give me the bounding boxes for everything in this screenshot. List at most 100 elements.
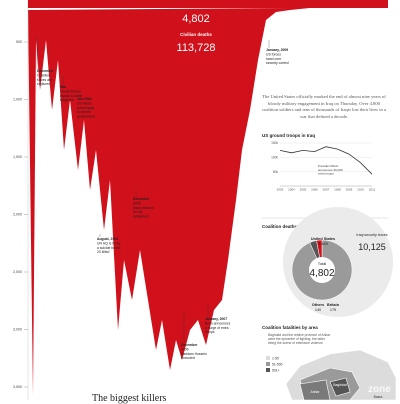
annotation-line: government (77, 115, 95, 119)
y-axis: 500 1,000 1,500 2,000 2,500 3,000 3,500 (13, 0, 29, 400)
annotation-line: executed (181, 356, 195, 360)
y-tick-label: 500 (16, 40, 22, 44)
anbar-region (299, 379, 331, 400)
pie-britain-value: 179 (330, 308, 336, 312)
intro-paragraph: The United States officially marked the … (262, 94, 387, 119)
troops-x-tick: 2004 (288, 188, 295, 192)
troops-x-tick: 2011 (369, 188, 376, 192)
annotation-line: Bush announces (205, 321, 231, 325)
legend-swatch-mid (266, 362, 270, 366)
troops-x-tick: 2007 (323, 188, 330, 192)
annotation-line: 2006 (181, 347, 189, 351)
coalition-deaths-total: 4,802 (182, 13, 210, 25)
y-tick-label: 2,000 (13, 213, 22, 217)
annotation-line: US-led forces (60, 89, 81, 93)
troops-x-axis: 2003 2004 2005 2006 2007 2008 2009 2010 2011 (277, 188, 376, 192)
pie-center (309, 257, 335, 283)
iraqi-forces-label: Iraqi security forces (356, 233, 387, 237)
annotation-line: Iraq's election (133, 206, 154, 210)
annotation-line: August, 2003 (97, 237, 118, 241)
pie-britain-label: Britain (327, 303, 340, 307)
map-note-line: were the epicentre of fighting, the latt… (268, 337, 326, 341)
annotation-line: December (37, 69, 54, 73)
annotation-line: December (181, 343, 198, 347)
annotation-line: parliament (133, 215, 149, 219)
annotation-line: a suicide bomb; (97, 246, 121, 250)
map-legend: 1-50 51-500 501+ (266, 356, 283, 373)
troops-note-line: extra troops (318, 172, 334, 176)
baghdad-region (329, 377, 351, 397)
annotation-line: Mar (60, 85, 67, 89)
y-tick-label: 3,000 (13, 328, 22, 332)
us-troops-chart: US ground troops in Iraq 150k 100k 50k 200… (262, 133, 376, 192)
annotation-line: a surge of extra (205, 326, 229, 330)
annotation-line: 2005 (133, 201, 141, 205)
pie-title: Coalition deaths (262, 224, 297, 229)
annotation-line: 20 killed (97, 250, 110, 254)
annotation-line: troops (205, 330, 215, 334)
troops-x-tick: 2009 (346, 188, 353, 192)
y-tick-label: 1,000 (13, 98, 22, 102)
annotation-line: UN HQ is hit by (97, 241, 121, 245)
y-tick-label: 3,500 (13, 385, 22, 389)
annotation-line: Jun 2004 (77, 97, 92, 101)
troops-x-tick: 2008 (334, 188, 341, 192)
troops-note-line: announces 30,000 (318, 168, 343, 172)
troops-x-tick: 2005 (300, 188, 307, 192)
annotation-line: December (133, 197, 150, 201)
troops-y-tick: 150k (271, 141, 278, 145)
map-label-anbar: Anbar (310, 390, 320, 394)
troops-note-line: President Bush (318, 164, 339, 168)
y-tick-label: 1,500 (13, 155, 22, 159)
annotation-line: US hands (77, 101, 92, 105)
troops-x-tick: 2010 (357, 188, 364, 192)
watermark: zone (368, 384, 391, 395)
annotation-line: hand over (266, 57, 282, 61)
troops-x-tick: 2003 (277, 188, 284, 192)
map-label-baghdad: Baghdad (333, 383, 347, 387)
annotation-line: to interim (77, 110, 91, 114)
annotation-line: January, 2007 (205, 317, 227, 321)
map-title: Coalition fatalities by area (262, 325, 318, 330)
annotation-line: security control (266, 61, 289, 65)
civilian-deaths-label: Civilian deaths (180, 32, 212, 37)
pie-others-label: Others (312, 303, 324, 307)
map-note-line: Baghdad and the restive province of Anba… (268, 333, 331, 337)
troops-y-tick: 50k (273, 170, 279, 174)
map-note-line: being the scene of extensive violence (268, 341, 323, 345)
fatalities-map: Coalition fatalities by area Baghdad and… (262, 325, 397, 400)
annotation-line: Saddam Hussein (181, 352, 207, 356)
annotation-line: captured (37, 82, 50, 86)
deaths-area (28, 0, 388, 395)
annotation-line: US forces (266, 52, 281, 56)
map-note: Baghdad and the restive province of Anba… (268, 333, 331, 345)
legend-label-high: 501+ (272, 369, 280, 373)
legend-label-mid: 51-500 (272, 363, 283, 367)
legend-label-low: 1-50 (272, 357, 279, 361)
pie-center-value: 4,802 (309, 268, 334, 279)
iraqi-forces-value: 10,125 (358, 242, 386, 252)
annotation-line: Baghdad (60, 98, 74, 102)
bleeding-area-chart: 500 1,000 1,500 2,000 2,500 3,000 3,500 Coalit… (13, 0, 388, 400)
coalition-deaths-pie: Coalition deaths Total 4,802 United Stat… (262, 207, 393, 317)
troops-chart-title: US ground troops in Iraq (262, 133, 315, 138)
pie-us-value: 4,483 (318, 242, 328, 246)
annotation-line: forces are (37, 78, 52, 82)
section-headline: The biggest killers (92, 393, 167, 404)
troops-line (279, 146, 373, 175)
annotation-line: invade & seize (60, 94, 82, 98)
civilian-deaths-total: 113,728 (177, 42, 216, 54)
map-label-basra: Basra (374, 395, 383, 399)
top-band (28, 0, 388, 8)
pie-us-label: United States (311, 237, 335, 241)
annotation-line: for full (133, 210, 142, 214)
